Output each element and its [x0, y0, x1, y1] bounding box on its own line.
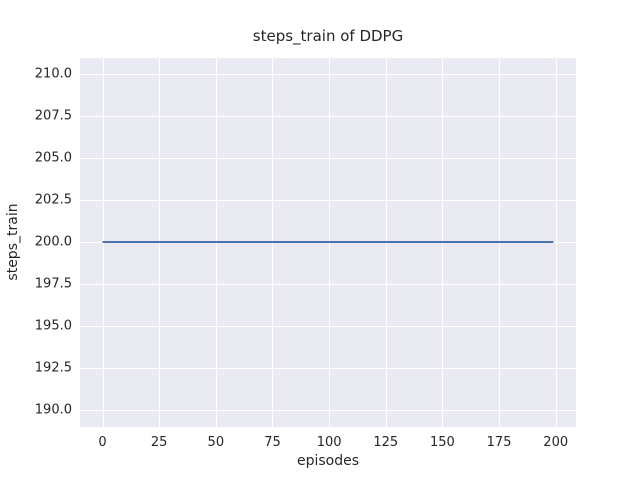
series-layer [102, 240, 554, 243]
x-tick-label: 100 [316, 435, 342, 451]
y-gridline [80, 283, 576, 285]
plot-area [80, 57, 576, 428]
y-tick-label: 210.0 [34, 66, 72, 82]
y-gridline [80, 157, 576, 159]
y-gridline [80, 409, 576, 411]
x-tick-label: 0 [98, 435, 107, 451]
x-tick-label: 125 [373, 435, 399, 451]
x-tick-label: 175 [486, 435, 512, 451]
y-gridline [80, 73, 576, 75]
x-tick-label: 200 [543, 435, 569, 451]
y-tick-label: 200.0 [34, 234, 72, 250]
y-tick-label: 205.0 [34, 150, 72, 166]
y-gridline [80, 115, 576, 117]
y-gridline [80, 367, 576, 369]
y-tick-label: 197.5 [34, 276, 72, 292]
x-tick-label: 25 [150, 435, 168, 451]
y-tick-label: 207.5 [34, 108, 72, 124]
y-gridline [80, 199, 576, 201]
y-tick-label: 190.0 [34, 402, 72, 418]
y-tick-label: 195.0 [34, 318, 72, 334]
y-tick-label: 202.5 [34, 192, 72, 208]
y-tick-label: 192.5 [34, 360, 72, 376]
x-tick-label: 150 [430, 435, 455, 451]
y-gridline [80, 325, 576, 327]
chart-title: steps_train of DDPG [252, 27, 404, 45]
x-tick-label: 75 [264, 435, 281, 451]
x-tick-label: 50 [207, 435, 225, 451]
x-axis-label: episodes [296, 453, 360, 469]
